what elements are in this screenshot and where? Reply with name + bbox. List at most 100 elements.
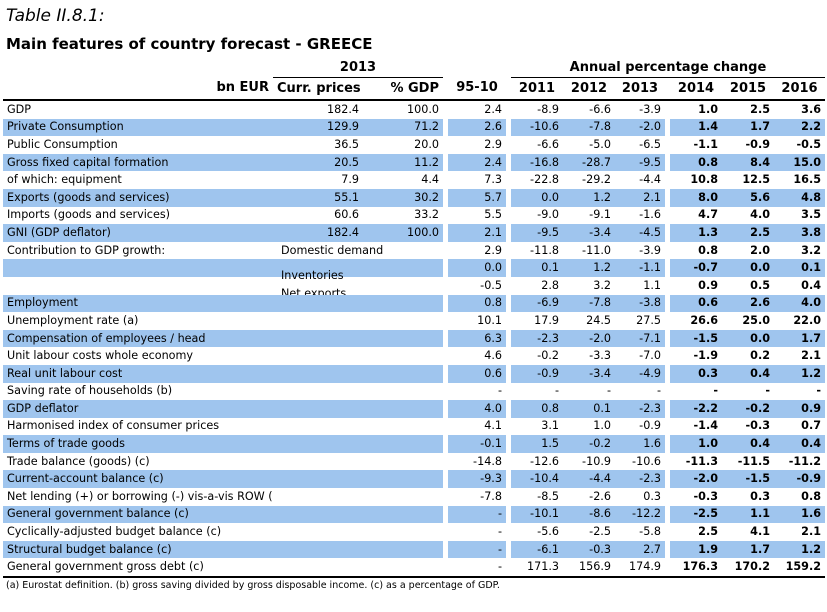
column-gap xyxy=(506,329,511,348)
column-gap xyxy=(506,558,511,579)
column-gap xyxy=(506,206,511,225)
column-gap xyxy=(443,400,448,418)
cell-2012: 1.2 xyxy=(563,259,615,277)
cell-2016: 15.0 xyxy=(774,153,825,172)
column-gap xyxy=(665,347,670,365)
cell-pct-gdp: 20.0 xyxy=(414,137,439,151)
table-row: Unemployment rate (a) 10.1 17.9 24.5 27.5 26.… xyxy=(3,312,825,330)
cell-pct-gdp xyxy=(363,259,443,277)
cell-2015: 0.4 xyxy=(722,364,774,383)
cell-2011: 0.8 xyxy=(511,400,563,418)
cell-2011: -16.8 xyxy=(511,153,563,172)
header-col: 2014 xyxy=(670,77,722,101)
cell-2014: -0.7 xyxy=(670,259,722,277)
cell-2015: -0.9 xyxy=(745,137,770,151)
row-label: Contribution to GDP growth: xyxy=(7,243,166,257)
cell-2011: -10.4 xyxy=(511,470,563,489)
column-gap xyxy=(506,470,511,489)
column-gap xyxy=(665,171,670,189)
table-row: GNI (GDP deflator) 182.4 100.0 2.1 -9.5 -3.4-… xyxy=(3,224,825,242)
cell-curr-prices: 60.6 xyxy=(334,208,359,222)
cell-curr-prices xyxy=(273,523,363,541)
column-gap xyxy=(443,136,448,154)
cell-95-10: -0.1 xyxy=(448,435,506,453)
cell-2014: 2.5 xyxy=(698,525,718,539)
column-gap xyxy=(506,488,511,506)
cell-pct-gdp: 30.2 xyxy=(363,188,443,207)
cell-2011: -5.6 xyxy=(537,525,559,539)
cell-2016: 0.9 xyxy=(774,400,825,418)
cell-2015: 4.1 xyxy=(750,525,770,539)
cell-2012: -3.4 xyxy=(563,224,615,242)
cell-2013: -2.3 xyxy=(615,470,665,489)
cell-2011: -6.1 xyxy=(511,540,563,559)
cell-2012: -3.3 xyxy=(589,349,611,363)
cell-2014: 0.8 xyxy=(670,153,722,172)
column-gap xyxy=(506,153,511,172)
row-label-cell: Contribution to GDP growth: Domestic dema… xyxy=(7,243,384,257)
cell-2014: 1.4 xyxy=(670,118,722,137)
cell-2012: -2.6 xyxy=(589,489,611,503)
cell-2011: -6.9 xyxy=(511,294,563,313)
cell-95-10: 2.4 xyxy=(484,102,502,116)
cell-2013: - xyxy=(656,384,661,398)
table-row: Gross fixed capital formation 20.5 11.2 2.4… xyxy=(3,153,825,172)
column-gap xyxy=(443,118,448,137)
row-label: Real unit labour cost xyxy=(3,364,273,383)
cell-2016: -11.2 xyxy=(788,454,821,468)
cell-2012: -6.6 xyxy=(589,102,611,116)
cell-2013: -6.5 xyxy=(639,137,661,151)
cell-95-10: -7.8 xyxy=(480,489,502,503)
cell-2012: -28.7 xyxy=(563,153,615,172)
cell-95-10: 0.0 xyxy=(448,259,506,277)
cell-pct-gdp xyxy=(363,505,443,524)
cell-curr-prices xyxy=(273,312,363,330)
cell-2011: 3.1 xyxy=(541,419,559,433)
column-gap xyxy=(443,364,448,383)
cell-2016: 1.7 xyxy=(774,329,825,348)
cell-2012: -29.2 xyxy=(582,173,611,187)
cell-curr-prices xyxy=(273,364,363,383)
column-gap xyxy=(665,417,670,436)
cell-2011: -10.6 xyxy=(511,118,563,137)
row-label-cell: Net exports xyxy=(281,286,347,300)
table-row: of which: equipment 7.9 4.4 7.3 -22.8 -29.2 -4… xyxy=(3,171,825,189)
column-gap xyxy=(665,136,670,154)
cell-95-10: 0.6 xyxy=(448,364,506,383)
column-gap xyxy=(443,523,448,541)
row-label: Terms of trade goods xyxy=(3,435,273,453)
cell-2013: -7.1 xyxy=(615,329,665,348)
cell-2014: -1.1 xyxy=(693,137,718,151)
cell-2013: -1.1 xyxy=(615,259,665,277)
column-gap xyxy=(443,540,448,559)
cell-2012: -0.3 xyxy=(563,540,615,559)
cell-2014: 176.3 xyxy=(670,558,722,579)
cell-2013: -12.2 xyxy=(615,505,665,524)
row-label: Unemployment rate (a) xyxy=(7,313,139,327)
row-label: Trade balance (goods) (c) xyxy=(7,454,150,468)
cell-2015: 2.5 xyxy=(722,224,774,242)
cell-2011: -8.5 xyxy=(537,489,559,503)
table-row: Trade balance (goods) (c) -14.8 -12.6 -10.9… xyxy=(3,452,825,471)
column-gap xyxy=(665,488,670,506)
row-label: GNI (GDP deflator) xyxy=(3,224,273,242)
cell-curr-prices xyxy=(273,294,363,313)
cell-2016: 0.4 xyxy=(801,278,821,292)
cell-2016: 159.2 xyxy=(774,558,825,579)
header-curr-prices: Curr. prices xyxy=(273,77,363,101)
column-gap xyxy=(443,470,448,489)
cell-95-10: 2.9 xyxy=(484,137,502,151)
cell-95-10: 6.3 xyxy=(448,329,506,348)
cell-curr-prices: 182.4 xyxy=(273,224,363,242)
header-col: 95-10 xyxy=(448,77,506,101)
cell-2011: 0.0 xyxy=(511,188,563,207)
cell-2013: -3.8 xyxy=(615,294,665,313)
cell-curr-prices xyxy=(273,435,363,453)
cell-2015: 0.3 xyxy=(750,489,770,503)
cell-2016: 22.0 xyxy=(793,313,821,327)
cell-2012: -10.9 xyxy=(582,454,611,468)
cell-2015: 0.2 xyxy=(750,349,770,363)
column-gap xyxy=(665,523,670,541)
table-row: Structural budget balance (c) - -6.1 -0.3 2.… xyxy=(3,540,825,559)
column-gap xyxy=(506,241,511,260)
